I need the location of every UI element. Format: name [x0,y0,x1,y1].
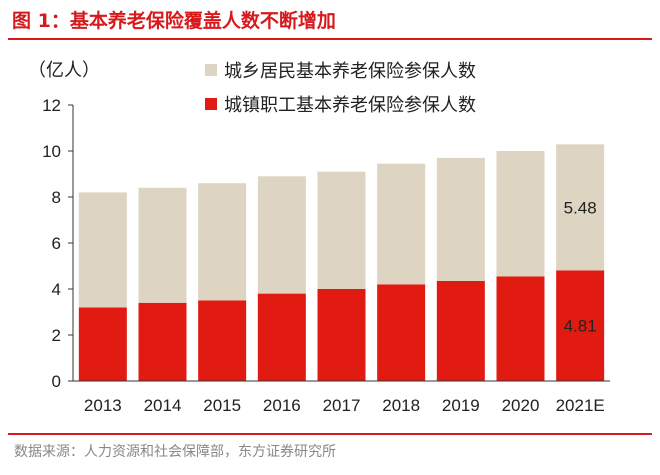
bar-rural-2016 [257,176,306,294]
bar-urban-2020 [496,276,545,381]
legend-label: 城乡居民基本养老保险参保人数 [224,61,476,81]
legend-swatch [205,64,217,76]
bar-urban-2019 [436,280,485,381]
data-labels: 5.48 4.81 [564,198,597,335]
legend-label: 城镇职工基本养老保险参保人数 [224,95,476,115]
bar-urban-2021E [556,270,605,381]
y-tick-label: 6 [52,234,61,253]
bar-urban-2017 [317,289,366,381]
bar-rural-2017 [317,171,366,289]
x-tick-label: 2014 [144,396,182,415]
y-tick-label: 2 [52,326,61,345]
x-tick-label: 2021E [556,396,605,415]
y-tick-label: 10 [42,142,61,161]
bars [78,144,605,381]
header: 图 1：基本养老保险覆盖人数不断增加 [0,0,660,40]
bar-urban-2016 [257,293,306,381]
x-tick-label: 2020 [502,396,540,415]
x-tick-label: 2018 [382,396,420,415]
bar-urban-2015 [198,300,247,381]
bar-rural-2014 [138,187,187,303]
x-tick-label: 2019 [442,396,480,415]
source-note: 数据来源：人力资源和社会保障部，东方证券研究所 [14,444,336,460]
bar-urban-2014 [138,302,187,381]
bar-rural-2013 [78,192,127,308]
y-tick-label: 8 [52,188,61,207]
bar-rural-2019 [436,157,485,281]
footer-divider [8,433,652,435]
bar-urban-2013 [78,307,127,381]
legend-swatch [205,98,217,110]
y-tick-label: 12 [42,96,61,115]
bar-rural-2018 [377,163,426,285]
bar-rural-2020 [496,151,545,277]
data-label: 4.81 [564,317,597,336]
page-title: 图 1：基本养老保险覆盖人数不断增加 [12,10,336,32]
bar-urban-2018 [377,284,426,381]
y-tick-label: 0 [52,372,61,391]
y-axis-label: （亿人） [28,60,100,80]
chart-area: 城乡居民基本养老保险参保人数 城镇职工基本养老保险参保人数 （亿人） 0 2 4 6 8 10… [0,40,660,435]
title-divider [8,38,652,40]
bar-rural-2021E [556,144,605,271]
data-label: 5.48 [564,198,597,217]
x-axis: 2013 2014 2015 2016 2017 2018 2019 2020 2021E [73,380,610,415]
y-axis: （亿人） 0 2 4 6 8 10 12 [28,60,100,391]
y-tick-label: 4 [52,280,61,299]
bar-rural-2015 [198,183,247,301]
x-tick-label: 2016 [263,396,301,415]
x-tick-label: 2017 [323,396,361,415]
x-tick-label: 2013 [84,396,122,415]
x-tick-label: 2015 [203,396,241,415]
